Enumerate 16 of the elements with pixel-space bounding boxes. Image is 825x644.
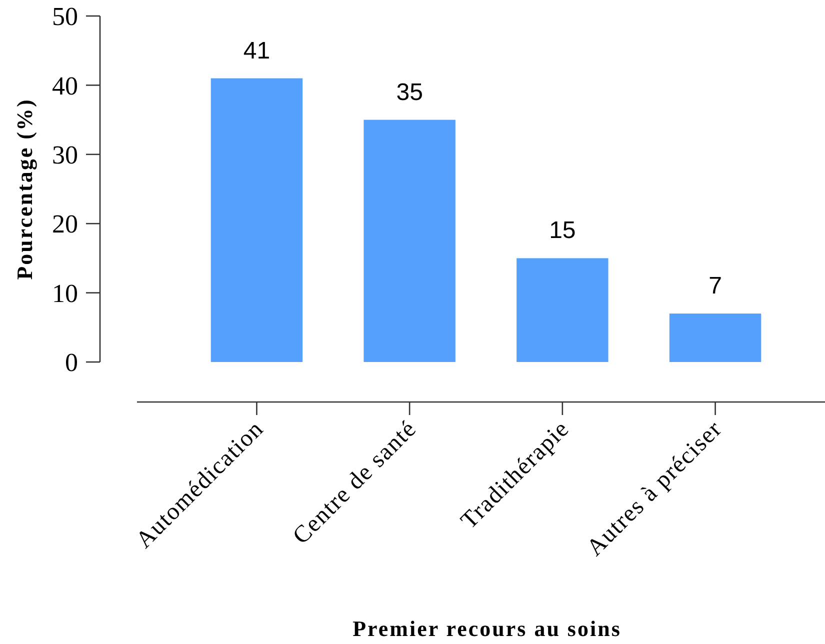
data-label: 15 bbox=[549, 217, 576, 244]
bar bbox=[669, 314, 762, 362]
y-tick-label: 30 bbox=[52, 140, 78, 170]
data-label: 35 bbox=[396, 78, 423, 106]
data-label: 41 bbox=[243, 37, 270, 64]
y-tick-label: 20 bbox=[52, 210, 78, 239]
y-tick-label: 40 bbox=[52, 71, 78, 100]
data-label: 7 bbox=[708, 272, 722, 300]
x-axis-title: Premier recours au soins bbox=[352, 616, 622, 641]
bar bbox=[364, 120, 456, 362]
y-tick-label: 10 bbox=[52, 278, 78, 308]
y-tick-label: 0 bbox=[65, 348, 78, 378]
y-axis-title: Pourcentage (%) bbox=[12, 98, 37, 280]
y-tick-label: 50 bbox=[52, 2, 78, 32]
bar bbox=[516, 258, 608, 362]
bar bbox=[210, 78, 303, 362]
